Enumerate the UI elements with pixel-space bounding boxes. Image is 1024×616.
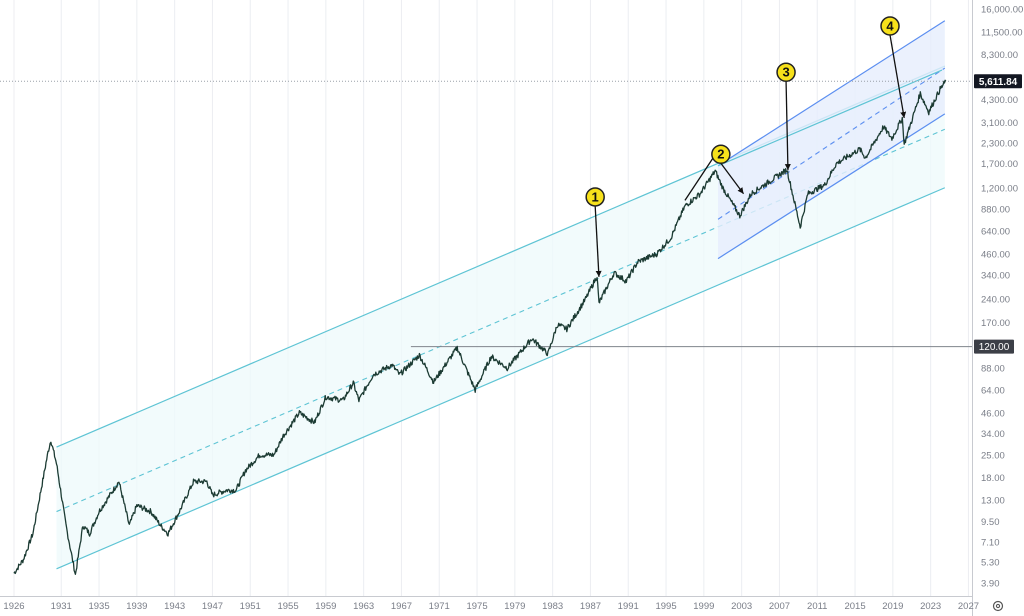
horizontal-levels	[0, 80, 972, 348]
x-tick-label: 1967	[391, 601, 412, 612]
y-tick-label: 88.00	[981, 364, 1005, 375]
y-tick-label: 3.90	[981, 579, 1000, 590]
current-price-badge	[974, 74, 1022, 89]
arrow-icon	[594, 205, 602, 277]
y-tick-label: 16,000.00	[981, 5, 1023, 16]
price-line	[13, 79, 947, 575]
x-tick-label: 1951	[240, 601, 261, 612]
x-tick-label: 1943	[164, 601, 185, 612]
channel-fill	[718, 20, 945, 259]
annotation-markers: 1 2 3 4	[585, 16, 907, 277]
x-tick-label: 1939	[126, 601, 147, 612]
x-tick-label: 1935	[88, 601, 109, 612]
channel-mid-line	[717, 67, 946, 220]
y-tick-label: 2,300.00	[981, 138, 1018, 149]
y-tick-label: 5.30	[981, 557, 1000, 568]
x-tick-label: 1979	[504, 601, 525, 612]
channel-upper-line	[717, 20, 946, 167]
x-tick-label: 1987	[580, 601, 601, 612]
marker-circle	[776, 62, 796, 82]
y-tick-label: 4,300.00	[981, 95, 1018, 106]
marker-circle	[585, 187, 605, 207]
y-tick-label: 170.00	[981, 318, 1010, 329]
time-axis[interactable]: 1926 1931 1935 1939 1943 1947 1951 1955 1959 1963…	[3, 601, 979, 612]
y-tick-label: 18.00	[981, 473, 1005, 484]
x-tick-label: 1983	[542, 601, 563, 612]
y-tick-label: 640.00	[981, 227, 1010, 238]
y-tick-label: 25.00	[981, 450, 1005, 461]
y-tick-label: 13.00	[981, 496, 1005, 507]
x-tick-label: 2023	[920, 601, 941, 612]
y-tick-label: 34.00	[981, 429, 1005, 440]
marker-label: 3	[782, 65, 789, 80]
arrow-icon	[889, 34, 907, 119]
arrow-icon	[720, 162, 745, 195]
x-tick-label: 1999	[693, 601, 714, 612]
level-price-value: 120.00	[979, 342, 1010, 353]
marker-label: 2	[717, 147, 724, 162]
y-tick-label: 1,700.00	[981, 159, 1018, 170]
x-tick-label: 1926	[3, 601, 24, 612]
annotation-1[interactable]: 1	[585, 187, 605, 277]
marker-label: 4	[886, 19, 894, 34]
y-tick-label: 240.00	[981, 294, 1010, 305]
y-tick-label: 7.10	[981, 537, 1000, 548]
x-tick-label: 2003	[731, 601, 752, 612]
gear-icon[interactable]	[992, 600, 1004, 612]
y-tick-label: 9.50	[981, 517, 1000, 528]
x-tick-label: 1955	[277, 601, 298, 612]
y-tick-label: 46.00	[981, 408, 1005, 419]
annotation-3[interactable]: 3	[776, 62, 796, 171]
y-tick-label: 340.00	[981, 270, 1010, 281]
annotation-line	[684, 157, 714, 201]
x-tick-label: 2015	[844, 601, 865, 612]
x-tick-label: 1971	[429, 601, 450, 612]
y-tick-label: 64.00	[981, 386, 1005, 397]
y-tick-label: 880.00	[981, 205, 1010, 216]
x-tick-label: 2027	[958, 601, 979, 612]
x-tick-label: 2019	[882, 601, 903, 612]
annotation-4[interactable]: 4	[880, 16, 907, 119]
marker-circle	[880, 16, 900, 36]
marker-label: 1	[592, 189, 599, 204]
level-price-badge	[974, 339, 1014, 354]
x-tick-label: 1995	[655, 601, 676, 612]
x-tick-label: 2007	[769, 601, 790, 612]
trendline	[717, 69, 943, 167]
x-tick-label: 1947	[202, 601, 223, 612]
x-tick-label: 2011	[807, 601, 827, 612]
arrow-icon	[784, 81, 791, 171]
channel-lower-line	[56, 187, 946, 570]
current-price-value: 5,611.84	[979, 77, 1018, 88]
x-tick-label: 1959	[315, 601, 336, 612]
x-tick-label: 1931	[51, 601, 72, 612]
x-tick-label: 1963	[353, 601, 374, 612]
x-tick-label: 1975	[466, 601, 487, 612]
price-labels: 5,611.84 120.00	[974, 74, 1022, 354]
y-tick-label: 8,300.00	[981, 50, 1018, 61]
marker-circle	[711, 144, 731, 164]
y-tick-label: 11,500.00	[981, 27, 1023, 38]
y-tick-label: 1,200.00	[981, 183, 1018, 194]
price-series	[13, 79, 947, 575]
y-tick-label: 460.00	[981, 249, 1010, 260]
price-axis[interactable]: 16,000.00 11,500.00 8,300.00 4,300.00 3,100.…	[981, 5, 1023, 590]
price-axis-bg	[972, 0, 1024, 616]
x-tick-label: 1991	[618, 601, 639, 612]
time-axis-bg	[0, 596, 972, 616]
y-tick-label: 3,100.00	[981, 118, 1018, 129]
annotation-2[interactable]: 2	[684, 144, 745, 201]
